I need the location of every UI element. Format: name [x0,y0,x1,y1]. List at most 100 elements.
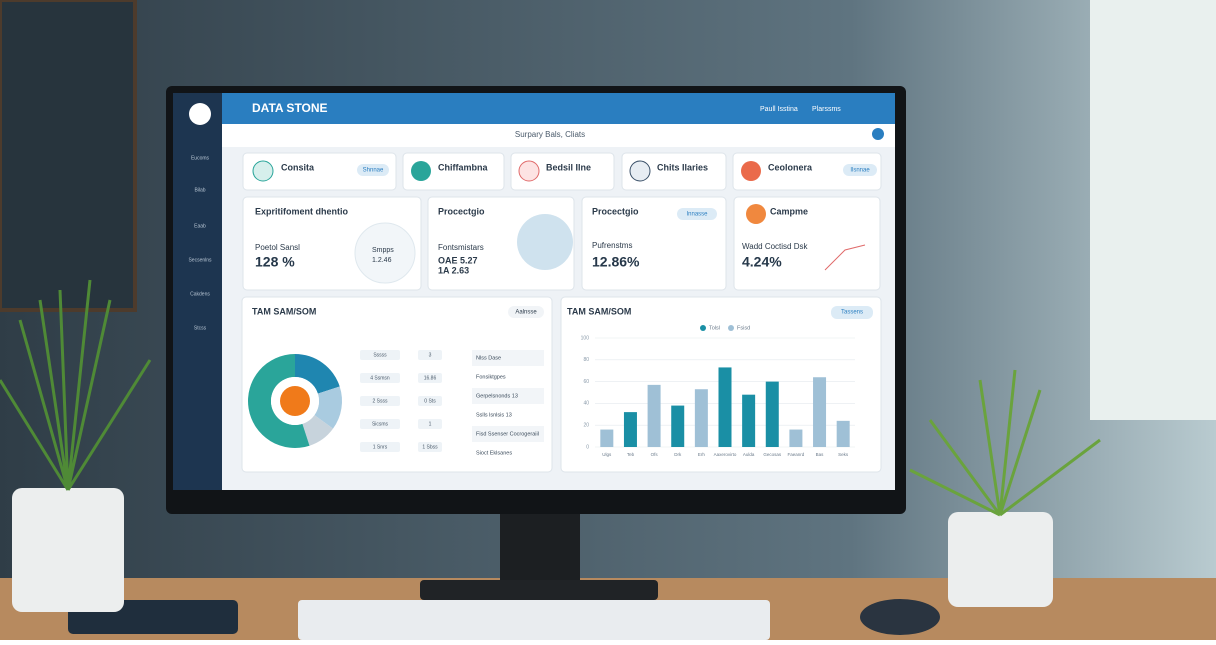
list-text[interactable]: Sioct Eklsanes [476,450,512,456]
card-title: Ceolonera [768,162,813,172]
bar [694,389,708,447]
y-tick-label: 0 [586,444,589,450]
table-text: Sssss [373,352,387,358]
list-item[interactable] [472,369,544,385]
list-text[interactable]: Nlss Dase [476,355,501,361]
table-cell [360,350,400,360]
table-cell [418,350,442,360]
list-item[interactable] [472,407,544,423]
plant-left [0,279,152,491]
list-text[interactable]: Sslls lsnlsis 13 [476,412,512,418]
list-item[interactable] [472,350,544,366]
table-text: 1 [429,421,432,427]
y-tick-label: 80 [583,357,589,363]
mouse [860,599,940,635]
card[interactable] [242,152,397,191]
keyboard [298,600,770,640]
stand-base [420,580,658,600]
kpi-button-label[interactable]: Innasse [686,212,708,218]
list-item[interactable] [472,426,544,442]
kpi-title: Procectgio [438,206,485,216]
table-cell [360,442,400,452]
table-text: 2 Ssss [372,398,388,404]
kpi-value: 4.24% [742,254,782,270]
card-button[interactable] [357,164,389,176]
toolbar-icon[interactable] [872,128,884,140]
x-tick-label: Teb [627,452,635,457]
bar-button-label[interactable]: Tassens [841,310,863,316]
nav-item[interactable]: Bilab [194,187,205,193]
kpi-ring [354,222,416,284]
table-cell [360,373,400,383]
y-tick-label: 20 [583,423,589,429]
pot-left [12,488,124,612]
kpi-value: 12.86% [592,254,640,270]
list-text[interactable]: Fisd Ssenser Cocrogeraiil [476,431,539,437]
header-link[interactable]: Plarssms [812,106,841,113]
x-tick-label: Ofs [651,452,659,457]
legend-swatch [700,325,706,331]
card[interactable] [402,152,505,191]
table-cell [418,373,442,383]
x-tick-label: Erh [698,452,706,457]
legend-label: Tolsl [709,325,720,331]
nav-item[interactable]: Stcss [194,325,207,331]
x-tick-label: Bas [816,452,825,457]
table-text: 1 Sbss [422,444,438,450]
card[interactable] [621,152,727,191]
card-icon [252,160,274,182]
tam-button[interactable] [508,306,544,318]
bar [623,412,637,447]
card-icon [518,160,540,182]
card-button-label[interactable]: Shnnae [363,168,384,174]
nav-item[interactable]: Cakdens [190,291,210,297]
bar [765,381,779,447]
kpi-value: OAE 5.27 [438,255,478,265]
kpi-title: Procectgio [592,206,639,216]
kpi-icon [746,204,766,224]
bar-button[interactable] [831,306,873,319]
table-text: 4 Ssmsn [370,375,390,381]
kpi-button[interactable] [677,208,717,220]
window [1090,0,1216,420]
list-item[interactable] [472,445,544,461]
tam-button-label[interactable]: Aalnsse [515,310,537,316]
kpi-title: Expritifoment dhentio [255,206,348,216]
card-button[interactable] [843,164,877,176]
table-text: 0 Sts [424,398,436,404]
kpi-label: Poetol Sansl [255,243,300,252]
table-cell [418,442,442,452]
list-item[interactable] [472,388,544,404]
kpi-label: Pufrenstms [592,241,632,250]
kpi-card [733,196,881,291]
card[interactable] [510,152,615,191]
nav-item[interactable]: Secsenlns [188,257,212,263]
card-button-label[interactable]: Ilsnnae [850,168,870,174]
bar [647,384,661,447]
x-tick-label: Aaxerovirto [714,452,737,457]
x-tick-label: Seks [838,452,849,457]
y-tick-label: 40 [583,401,589,407]
list-text[interactable]: Gerpelsnonds 13 [476,393,518,399]
nav-item[interactable]: Eaab [194,223,206,229]
card-title: Consita [281,162,315,172]
x-tick-label: Faeanrd [788,452,805,457]
sidebar [173,93,222,490]
bar [836,420,850,447]
bar [600,429,614,447]
card[interactable] [732,152,882,191]
tam-title: TAM SAM/SOM [252,306,316,316]
x-tick-label: Drk [674,452,682,457]
bar [718,367,732,447]
card-title: Bedsil Ilne [546,162,591,172]
kpi-card [581,196,727,291]
header-link[interactable]: Paull Isstina [760,106,798,113]
card-icon [629,160,651,182]
kpi-side-value: 1.2.46 [372,257,392,264]
toolbar [222,124,895,147]
pie-center [280,386,310,416]
brand: DATA STONE [252,101,328,115]
nav-item[interactable]: Eucoms [191,155,210,161]
list-text[interactable]: Fonsiktgpes [476,374,506,380]
